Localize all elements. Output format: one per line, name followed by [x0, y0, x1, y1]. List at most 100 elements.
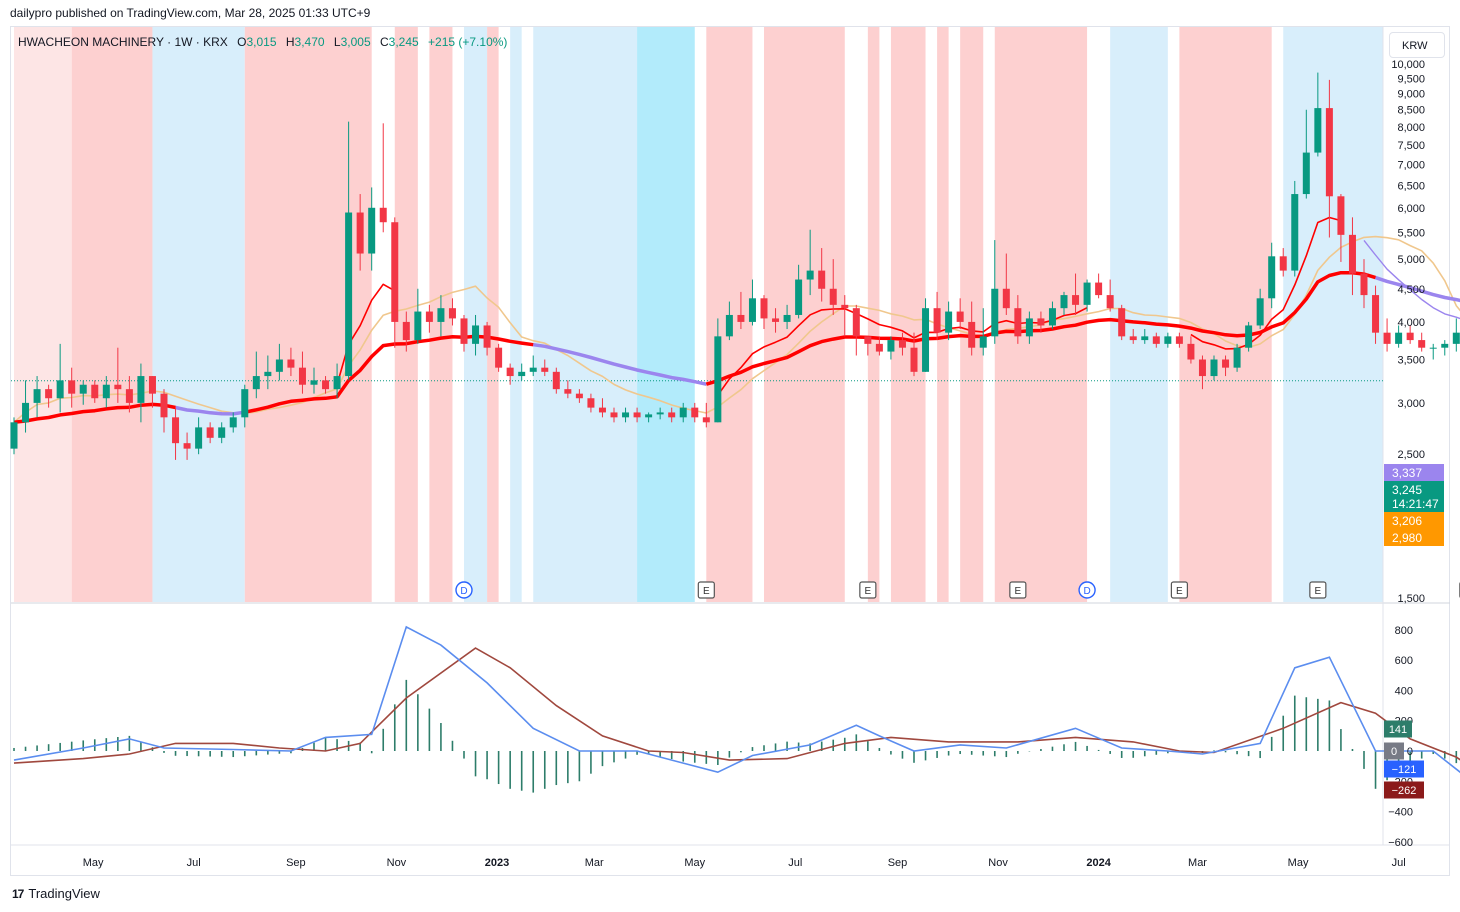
candle[interactable]: [725, 301, 733, 341]
candle[interactable]: [702, 402, 710, 428]
candle[interactable]: [183, 432, 191, 460]
candle[interactable]: [160, 389, 168, 433]
candle[interactable]: [806, 229, 814, 296]
candle[interactable]: [1072, 273, 1080, 315]
candle[interactable]: [864, 336, 872, 356]
candle[interactable]: [414, 288, 422, 344]
candle[interactable]: [887, 336, 895, 360]
candle[interactable]: [1106, 279, 1114, 312]
candle[interactable]: [945, 301, 953, 341]
candle[interactable]: [1302, 109, 1310, 199]
candle[interactable]: [1348, 217, 1356, 296]
candle[interactable]: [148, 376, 156, 408]
candle[interactable]: [910, 332, 918, 377]
candle[interactable]: [956, 298, 964, 330]
candle[interactable]: [633, 407, 641, 423]
candle[interactable]: [541, 359, 549, 377]
candle[interactable]: [1256, 288, 1264, 330]
candle[interactable]: [783, 304, 791, 330]
candle[interactable]: [1441, 340, 1449, 356]
candle[interactable]: [1337, 194, 1345, 262]
candle[interactable]: [991, 240, 999, 344]
candle[interactable]: [714, 318, 722, 423]
candle[interactable]: [575, 389, 583, 403]
candle[interactable]: [287, 347, 295, 377]
candle[interactable]: [495, 343, 503, 372]
candle[interactable]: [760, 295, 768, 330]
candle[interactable]: [264, 355, 272, 390]
candle[interactable]: [691, 402, 699, 423]
candle[interactable]: [829, 259, 837, 315]
candle[interactable]: [1095, 273, 1103, 299]
candle[interactable]: [56, 343, 64, 413]
candle[interactable]: [968, 301, 976, 356]
candle[interactable]: [1429, 343, 1437, 360]
candle[interactable]: [622, 407, 630, 423]
candle[interactable]: [610, 407, 618, 423]
currency-button[interactable]: KRW: [1389, 32, 1445, 58]
candle[interactable]: [33, 376, 41, 418]
candle[interactable]: [356, 194, 364, 271]
candle[interactable]: [402, 311, 410, 352]
candle[interactable]: [472, 314, 480, 356]
candle[interactable]: [483, 321, 491, 356]
candle[interactable]: [22, 380, 30, 433]
earnings-marker[interactable]: E: [1009, 581, 1027, 599]
candle[interactable]: [748, 279, 756, 326]
candle[interactable]: [91, 380, 99, 403]
candle[interactable]: [795, 264, 803, 319]
candle[interactable]: [1360, 259, 1368, 309]
candle[interactable]: [1048, 301, 1056, 330]
dividend-marker[interactable]: D: [1078, 581, 1096, 599]
earnings-marker[interactable]: E: [1309, 581, 1327, 599]
candle[interactable]: [506, 363, 514, 385]
candle[interactable]: [598, 398, 606, 418]
candle[interactable]: [10, 417, 18, 455]
candle[interactable]: [1175, 332, 1183, 348]
candle[interactable]: [1152, 332, 1160, 348]
candle[interactable]: [195, 417, 203, 455]
candle[interactable]: [1222, 355, 1230, 377]
candle[interactable]: [137, 363, 145, 423]
candle[interactable]: [460, 314, 468, 352]
candle[interactable]: [172, 407, 180, 460]
candle[interactable]: [1279, 248, 1287, 277]
earnings-marker[interactable]: E: [1170, 581, 1188, 599]
candle[interactable]: [114, 347, 122, 403]
candle[interactable]: [1314, 72, 1322, 157]
candle[interactable]: [1395, 325, 1403, 348]
candle[interactable]: [772, 308, 780, 333]
candle[interactable]: [668, 407, 676, 423]
candle[interactable]: [1210, 355, 1218, 381]
candle[interactable]: [1037, 311, 1045, 333]
candle[interactable]: [368, 187, 376, 271]
candle[interactable]: [818, 248, 826, 302]
candle[interactable]: [1118, 304, 1126, 341]
candle[interactable]: [587, 393, 595, 413]
candle[interactable]: [979, 308, 987, 356]
candle[interactable]: [1187, 336, 1195, 364]
candle[interactable]: [518, 363, 526, 381]
candle[interactable]: [218, 422, 226, 444]
candle[interactable]: [45, 384, 53, 408]
candle[interactable]: [102, 376, 110, 408]
candle[interactable]: [241, 384, 249, 428]
candle[interactable]: [1141, 329, 1149, 344]
candle[interactable]: [898, 332, 906, 356]
candle[interactable]: [875, 336, 883, 356]
candle[interactable]: [125, 376, 133, 413]
candle[interactable]: [345, 121, 353, 381]
candle[interactable]: [68, 367, 76, 408]
candle[interactable]: [1452, 318, 1460, 352]
candle[interactable]: [1291, 180, 1299, 277]
candle[interactable]: [425, 304, 433, 333]
candle[interactable]: [1383, 318, 1391, 352]
candle[interactable]: [656, 407, 664, 420]
candle[interactable]: [737, 291, 745, 330]
candle[interactable]: [1129, 329, 1137, 344]
candle[interactable]: [645, 412, 653, 423]
candle[interactable]: [1083, 279, 1091, 312]
candle[interactable]: [1198, 355, 1206, 390]
candle[interactable]: [391, 217, 399, 348]
